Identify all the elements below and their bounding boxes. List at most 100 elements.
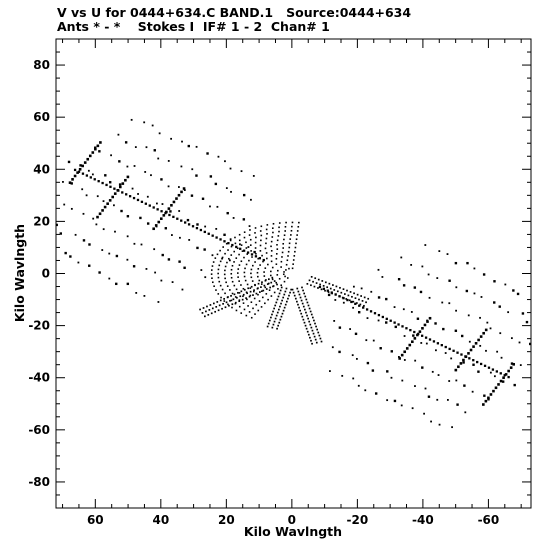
- uv-point: [372, 339, 375, 342]
- uv-point: [424, 387, 427, 390]
- uv-point: [303, 321, 306, 324]
- uv-point: [346, 289, 348, 292]
- uv-point: [116, 189, 120, 192]
- uv-point: [302, 318, 305, 321]
- uv-point: [424, 244, 427, 246]
- uv-point: [278, 277, 281, 280]
- uv-point: [55, 223, 58, 227]
- uv-point: [309, 323, 312, 326]
- uv-point: [393, 399, 397, 403]
- uv-point: [467, 314, 470, 317]
- uv-point: [209, 175, 213, 178]
- uv-point: [279, 289, 282, 292]
- uv-point: [243, 236, 246, 239]
- uv-point: [365, 339, 368, 342]
- uv-point: [500, 356, 503, 359]
- uv-point: [416, 317, 420, 320]
- uv-point: [195, 145, 198, 148]
- uv-point: [245, 291, 248, 294]
- uv-point: [292, 259, 295, 261]
- uv-point: [436, 342, 440, 345]
- uv-point: [256, 271, 259, 274]
- uv-point: [204, 276, 207, 279]
- uv-point: [203, 248, 206, 251]
- uv-point: [457, 365, 460, 369]
- uv-point: [270, 295, 273, 297]
- uv-point: [302, 289, 304, 292]
- uv-point: [264, 247, 267, 250]
- uv-point: [386, 399, 389, 402]
- uv-point: [234, 296, 237, 298]
- uv-point: [411, 340, 414, 344]
- uv-point: [295, 238, 298, 241]
- uv-point: [276, 283, 278, 286]
- uv-point: [207, 313, 210, 316]
- uv-point: [96, 215, 99, 219]
- uv-point: [201, 197, 205, 200]
- uv-point: [144, 202, 147, 205]
- uv-point: [279, 318, 282, 321]
- uv-point: [253, 290, 255, 293]
- uv-point: [442, 327, 445, 331]
- uv-point: [290, 229, 293, 232]
- uv-point: [69, 255, 72, 258]
- uv-point: [118, 183, 122, 186]
- uv-point: [223, 233, 226, 236]
- uv-point: [178, 210, 181, 212]
- uv-point: [491, 368, 495, 371]
- uv-point: [126, 175, 130, 179]
- uv-point: [344, 293, 346, 295]
- uv-point: [297, 225, 300, 228]
- uv-point: [318, 285, 322, 289]
- uv-point: [237, 291, 239, 294]
- uv-point: [176, 217, 179, 220]
- uv-point: [83, 161, 87, 164]
- uv-point: [296, 234, 298, 236]
- uv-point: [240, 312, 243, 314]
- uv-point: [424, 336, 428, 339]
- uv-point: [179, 236, 181, 239]
- uv-point: [261, 296, 264, 299]
- uv-point: [224, 277, 226, 280]
- uv-point: [413, 337, 417, 340]
- uv-point: [466, 261, 469, 265]
- uv-point: [126, 235, 129, 238]
- uv-point: [242, 287, 245, 290]
- uv-point: [249, 238, 252, 241]
- uv-point: [235, 257, 238, 259]
- uv-point: [295, 242, 297, 245]
- uv-point: [359, 303, 362, 306]
- uv-point: [225, 242, 228, 245]
- uv-point: [243, 308, 246, 311]
- uv-point: [283, 280, 286, 283]
- uv-point: [105, 183, 108, 187]
- uv-point: [230, 276, 233, 279]
- uv-point: [223, 298, 225, 300]
- uv-point: [421, 334, 424, 337]
- uv-point: [244, 267, 246, 270]
- uv-point: [251, 280, 254, 282]
- uv-point: [212, 302, 215, 305]
- uv-point: [283, 271, 285, 273]
- uv-point: [512, 289, 515, 292]
- uv-point: [499, 332, 502, 335]
- uv-point: [385, 321, 388, 324]
- uv-point: [254, 247, 257, 249]
- uv-point: [120, 209, 123, 213]
- uv-point: [160, 210, 163, 213]
- uv-point: [455, 309, 457, 312]
- uv-point: [250, 316, 253, 319]
- uv-point: [306, 301, 309, 304]
- uv-point: [210, 273, 213, 275]
- uv-point: [67, 160, 71, 164]
- uv-point: [191, 225, 195, 228]
- uv-point: [126, 258, 129, 261]
- uv-point: [71, 178, 74, 181]
- uv-point: [299, 309, 301, 312]
- uv-point: [300, 312, 303, 315]
- uv-point: [262, 258, 265, 262]
- uv-point: [229, 289, 231, 291]
- uv-point: [255, 252, 257, 255]
- uv-point: [402, 308, 405, 311]
- uv-point: [70, 207, 73, 210]
